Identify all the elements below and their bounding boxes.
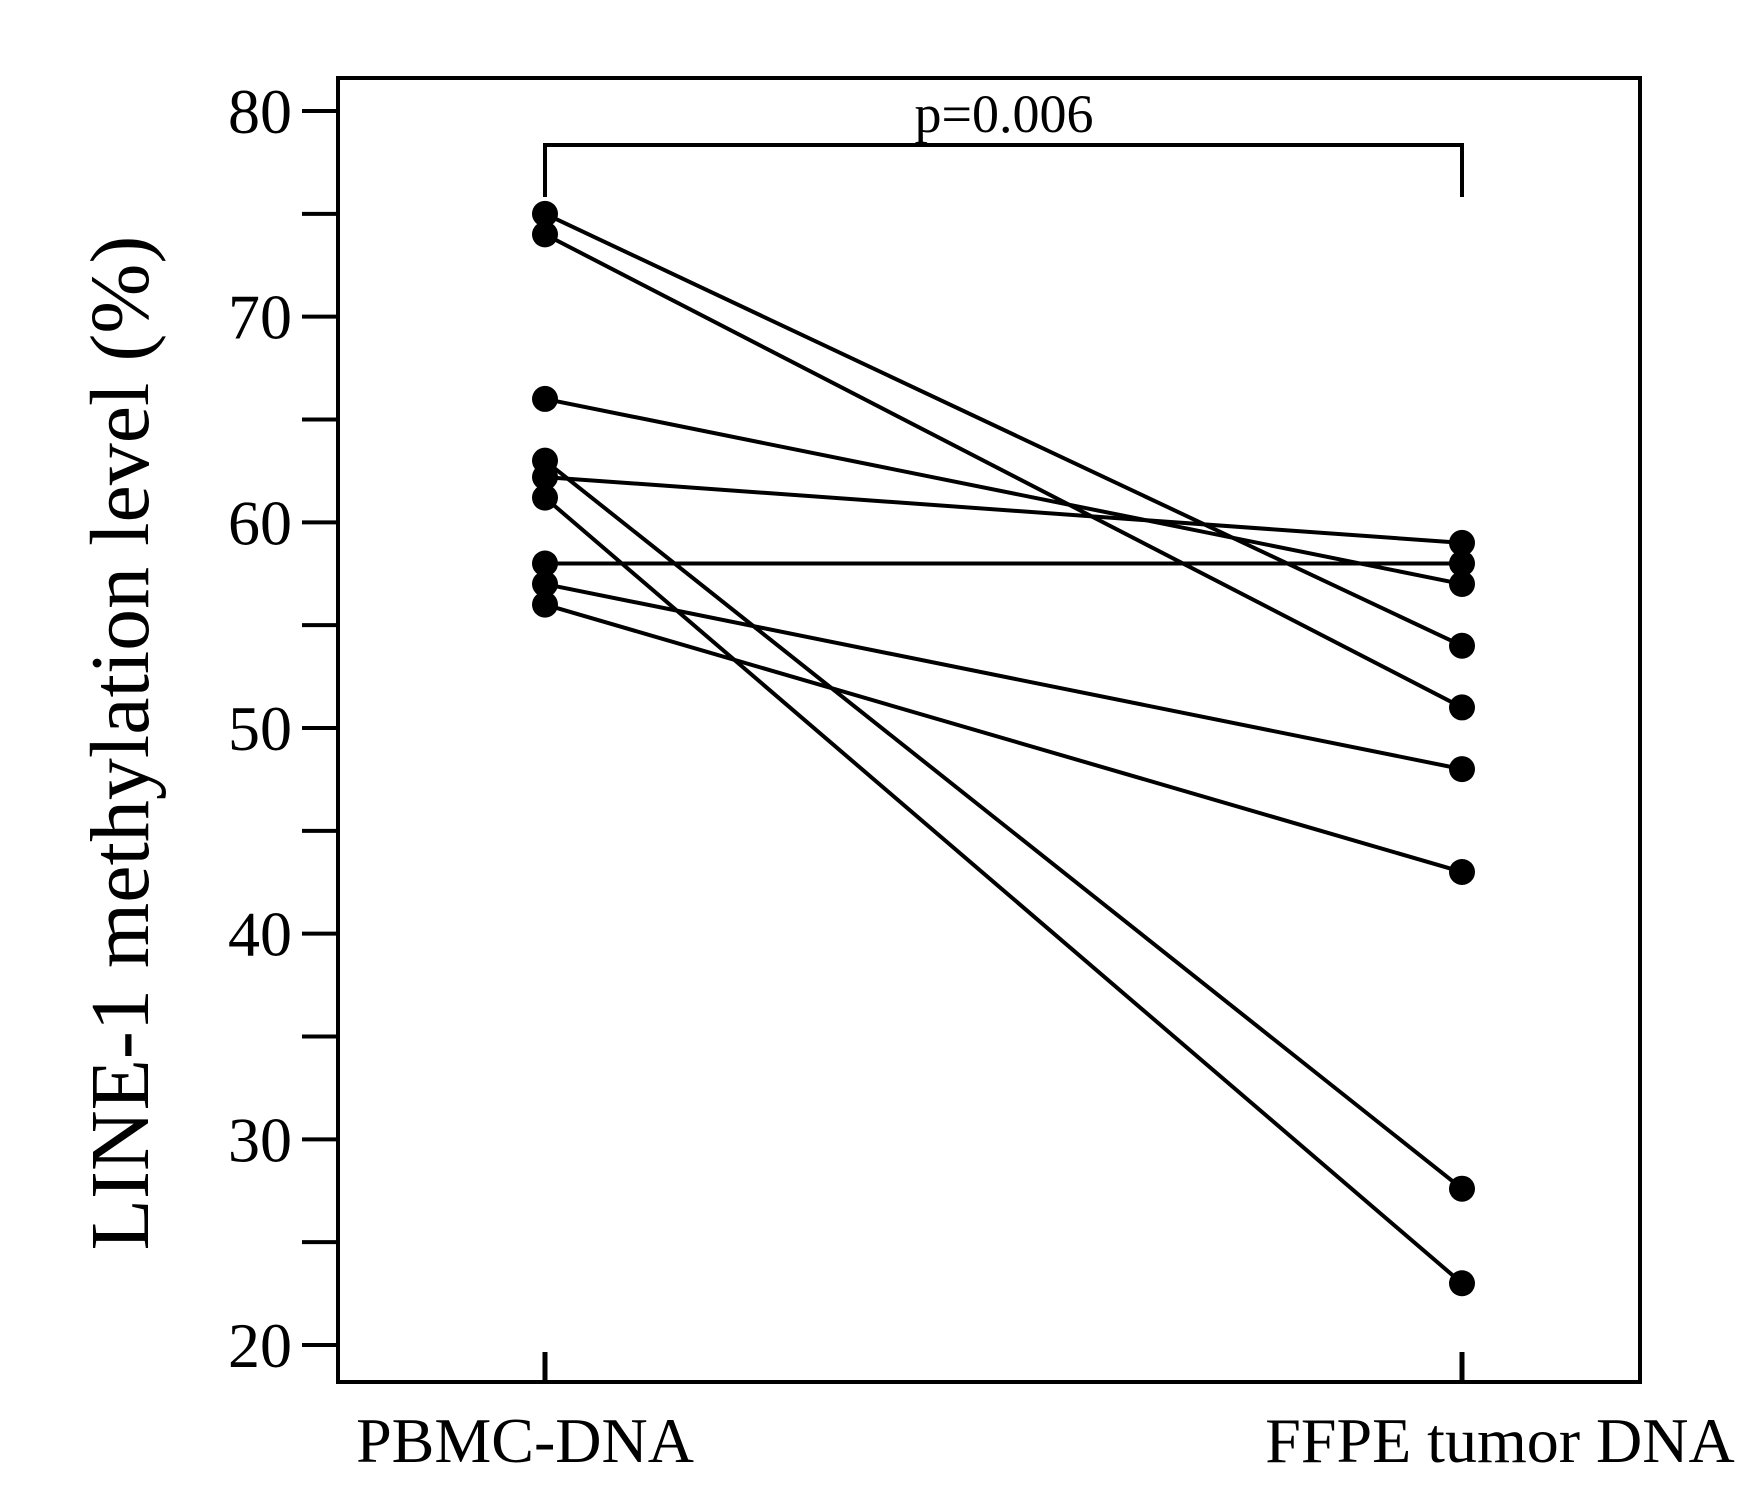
significance-bracket: p=0.006 bbox=[543, 84, 1464, 197]
data-point bbox=[532, 484, 558, 511]
y-tick-label: 60 bbox=[228, 487, 292, 558]
data-point bbox=[1449, 1175, 1475, 1202]
data-point bbox=[1449, 632, 1475, 659]
pair-line bbox=[543, 496, 1464, 1285]
pair-line bbox=[543, 459, 1464, 1191]
data-point bbox=[1449, 1270, 1475, 1297]
data-point bbox=[1449, 571, 1475, 598]
x-category-label: FFPE tumor DNA bbox=[1265, 1405, 1734, 1476]
y-tick-label: 80 bbox=[228, 76, 292, 147]
y-tick-label: 70 bbox=[228, 282, 292, 353]
y-tick-label: 30 bbox=[228, 1104, 292, 1175]
data-point bbox=[1449, 550, 1475, 577]
data-point bbox=[1449, 756, 1475, 783]
data-point bbox=[532, 571, 558, 598]
data-point bbox=[532, 385, 558, 412]
pair-line bbox=[544, 232, 1463, 710]
pair-line bbox=[544, 475, 1463, 545]
data-point bbox=[1449, 858, 1475, 885]
data-point bbox=[532, 200, 558, 227]
data-point bbox=[1449, 529, 1475, 556]
plot-frame bbox=[336, 76, 1642, 1384]
pair-line bbox=[544, 212, 1463, 648]
data-point bbox=[532, 447, 558, 474]
x-category-label: PBMC-DNA bbox=[356, 1405, 694, 1476]
data-point bbox=[1449, 694, 1475, 721]
pair-line bbox=[544, 582, 1463, 772]
pair-line bbox=[544, 602, 1463, 874]
x-axis: PBMC-DNA FFPE tumor DNA bbox=[356, 1352, 1735, 1476]
data-point bbox=[532, 591, 558, 618]
y-axis-label: LINE-1 methylation level (%) bbox=[74, 236, 167, 1251]
y-tick-label: 40 bbox=[228, 899, 292, 970]
y-tick-label: 20 bbox=[228, 1310, 292, 1381]
pair-line bbox=[544, 396, 1463, 586]
paired-lines bbox=[532, 200, 1475, 1297]
bracket-line bbox=[543, 143, 1464, 197]
y-tick-label: 50 bbox=[228, 693, 292, 764]
data-point bbox=[532, 221, 558, 248]
y-axis: 20 30 40 50 60 70 80 bbox=[228, 76, 338, 1381]
p-value-label: p=0.006 bbox=[915, 84, 1094, 144]
data-point bbox=[532, 550, 558, 577]
